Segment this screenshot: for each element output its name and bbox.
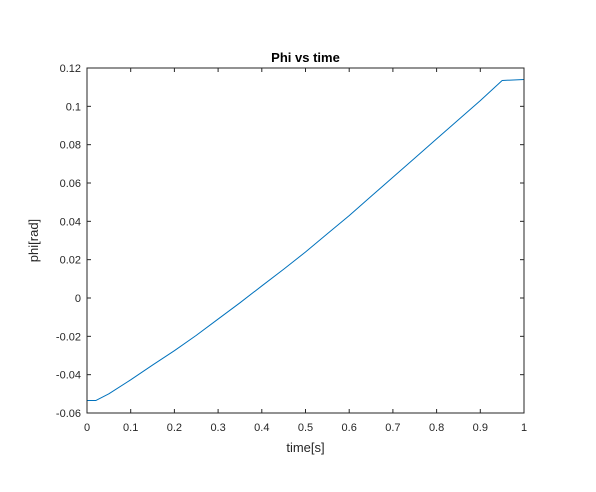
y-tick-label: 0.08: [60, 140, 81, 152]
y-tick-label: 0.1: [66, 101, 81, 113]
x-tick-label: 0.8: [429, 422, 444, 434]
y-tick-label: -0.04: [56, 370, 81, 382]
x-tick-label: 0.9: [473, 422, 488, 434]
y-tick-label: -0.06: [56, 408, 81, 420]
x-axis-label: time[s]: [286, 440, 324, 455]
x-tick-label: 1: [521, 422, 527, 434]
x-tick-label: 0.6: [342, 422, 357, 434]
x-tick-labels: 0 0.1 0.2 0.3 0.4 0.5 0.6 0.7 0.8 0.9 1: [84, 422, 527, 434]
x-tick-label: 0.3: [210, 422, 225, 434]
chart-title: Phi vs time: [271, 50, 340, 65]
y-tick-label: 0.04: [60, 216, 81, 228]
x-tick-label: 0.5: [298, 422, 313, 434]
y-tick-label: -0.02: [56, 331, 81, 343]
y-tick-labels: -0.06 -0.04 -0.02 0 0.02 0.04 0.06 0.08 0.1 0.12: [56, 63, 81, 420]
x-tick-label: 0.7: [385, 422, 400, 434]
x-tick-label: 0.2: [167, 422, 182, 434]
x-tick-label: 0.4: [254, 422, 269, 434]
y-tick-label: 0: [75, 293, 81, 305]
y-tick-label: 0.06: [60, 178, 81, 190]
y-tick-label: 0.12: [60, 63, 81, 75]
x-tick-label: 0: [84, 422, 90, 434]
y-tick-label: 0.02: [60, 255, 81, 267]
x-tick-label: 0.1: [123, 422, 138, 434]
plot-box: [86, 67, 525, 414]
y-axis-label: phi[rad]: [26, 219, 41, 262]
data-lines: [87, 79, 525, 402]
phi-series-line: [87, 79, 525, 402]
